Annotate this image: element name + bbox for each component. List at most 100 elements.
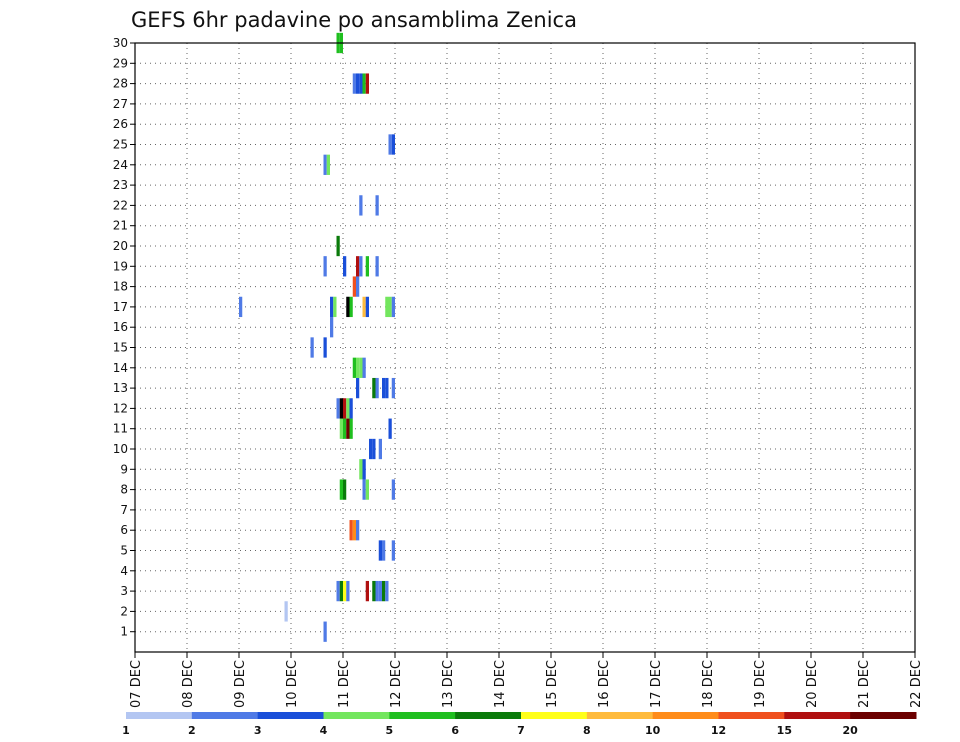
precip-cell xyxy=(382,377,386,399)
legend-swatch xyxy=(586,712,654,719)
x-tick-label: 12 DEC xyxy=(389,660,404,708)
precip-cell xyxy=(378,540,382,561)
data-cells xyxy=(239,32,395,642)
precip-cell xyxy=(378,438,382,460)
precip-cell xyxy=(388,418,392,439)
precip-cell xyxy=(382,580,386,602)
legend-swatch xyxy=(718,712,785,719)
precip-cell xyxy=(330,317,334,338)
legend-label: 20 xyxy=(843,724,859,737)
y-tick-label: 26 xyxy=(113,117,128,131)
legend-label: 1 xyxy=(122,724,130,737)
precip-cell xyxy=(339,418,343,439)
x-tick-label: 08 DEC xyxy=(181,660,196,708)
precip-cell xyxy=(323,621,327,642)
precip-cell xyxy=(343,398,347,419)
y-tick-label: 21 xyxy=(113,219,128,233)
y-tick-label: 2 xyxy=(120,604,128,618)
precip-cell xyxy=(362,357,366,378)
precip-cell xyxy=(352,276,356,297)
x-tick-label: 11 DEC xyxy=(337,660,352,708)
precip-cell xyxy=(372,580,376,602)
precip-cell xyxy=(343,256,347,277)
precip-cell xyxy=(239,296,243,318)
legend-swatch xyxy=(191,712,259,719)
precip-cell xyxy=(284,601,288,622)
x-tick-label: 16 DEC xyxy=(597,660,612,708)
legend-swatch xyxy=(521,712,588,719)
x-tick-label: 19 DEC xyxy=(753,660,768,708)
precip-cell xyxy=(339,580,343,602)
y-tick-label: 25 xyxy=(113,138,128,152)
precip-cell xyxy=(356,520,360,541)
y-tick-label: 23 xyxy=(113,178,128,192)
precip-cell xyxy=(326,154,330,175)
precip-cell xyxy=(372,377,376,399)
y-tick-label: 18 xyxy=(113,280,128,294)
precip-cell xyxy=(359,459,363,480)
x-axis: 07 DEC 08 DEC 09 DEC 10 DEC 11 DEC 12 DEC 13 D… xyxy=(129,652,924,708)
y-tick-label: 7 xyxy=(120,503,128,517)
y-tick-label: 27 xyxy=(113,97,128,111)
y-tick-label: 24 xyxy=(113,158,128,172)
y-axis: 1234567891011121314151617181920212223242… xyxy=(113,36,135,639)
legend-label: 7 xyxy=(517,724,525,737)
precip-cell xyxy=(339,479,343,500)
precip-cell xyxy=(339,398,343,419)
y-tick-label: 5 xyxy=(120,544,128,558)
y-tick-label: 20 xyxy=(113,239,128,253)
color-legend: 1 2 3 4 5 6 7 8 10 12 15 20 xyxy=(122,712,917,737)
y-tick-label: 22 xyxy=(113,198,128,212)
precip-cell xyxy=(346,418,350,439)
y-tick-label: 16 xyxy=(113,320,128,334)
y-tick-label: 29 xyxy=(113,56,128,70)
precip-cell xyxy=(365,73,369,94)
precip-cell xyxy=(375,195,379,216)
legend-label: 15 xyxy=(777,724,792,737)
x-tick-label: 17 DEC xyxy=(649,660,664,708)
legend-label: 3 xyxy=(254,724,262,737)
precip-cell xyxy=(391,134,395,155)
y-tick-label: 11 xyxy=(113,422,128,436)
precip-cell xyxy=(362,296,366,318)
legend-label: 2 xyxy=(188,724,196,737)
precip-cell xyxy=(336,235,340,257)
precip-cell xyxy=(343,479,347,500)
precip-cell xyxy=(391,296,395,318)
x-tick-label: 20 DEC xyxy=(805,660,820,708)
precip-cell xyxy=(382,540,386,561)
precip-cell xyxy=(330,296,334,318)
legend-swatch xyxy=(652,712,719,719)
precip-cell xyxy=(362,73,366,94)
precip-cell xyxy=(356,357,360,378)
legend-label: 10 xyxy=(645,724,661,737)
precip-cell xyxy=(362,479,366,500)
precip-cell xyxy=(356,276,360,297)
y-tick-label: 3 xyxy=(120,584,128,598)
precip-cell xyxy=(375,256,379,277)
precip-cell xyxy=(365,580,369,602)
x-tick-label: 15 DEC xyxy=(545,660,560,708)
legend-label: 6 xyxy=(451,724,459,737)
x-tick-label: 10 DEC xyxy=(285,660,300,708)
precip-cell xyxy=(346,296,350,318)
y-tick-label: 12 xyxy=(113,401,128,415)
x-tick-label: 14 DEC xyxy=(493,660,508,708)
precip-cell xyxy=(372,438,376,460)
precip-cell xyxy=(349,418,353,439)
chart-title: GEFS 6hr padavine po ansamblima Zenica xyxy=(131,8,577,32)
x-tick-label: 22 DEC xyxy=(909,660,924,708)
legend-swatch xyxy=(257,712,324,719)
legend-swatch xyxy=(784,712,851,719)
precip-cell xyxy=(356,73,360,94)
precip-cell xyxy=(388,134,392,155)
precip-cell xyxy=(352,520,356,541)
legend-label: 8 xyxy=(583,724,591,737)
legend-swatch xyxy=(323,712,390,719)
precip-cell xyxy=(375,377,379,399)
y-tick-label: 15 xyxy=(113,341,128,355)
precip-cell xyxy=(343,580,347,602)
y-tick-label: 17 xyxy=(113,300,128,314)
precip-cell xyxy=(365,256,369,277)
precip-cell xyxy=(336,580,340,602)
